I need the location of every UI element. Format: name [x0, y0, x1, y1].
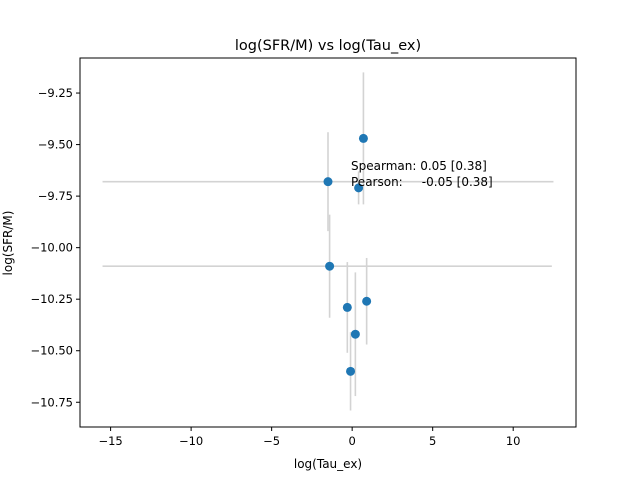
x-tick-label: −15 [98, 434, 122, 448]
y-axis-label: log(SFR/M) [1, 211, 15, 276]
spearman-annotation: Spearman: 0.05 [0.38] [351, 159, 487, 173]
data-point-4 [325, 261, 335, 271]
data-point-5 [342, 302, 352, 312]
data-point-7 [350, 329, 360, 339]
pearson-annotation: Pearson: -0.05 [0.38] [351, 175, 493, 189]
y-tick-label: −9.75 [38, 189, 73, 203]
chart-title: log(SFR/M) vs log(Tau_ex) [235, 38, 421, 54]
x-axis-label: log(Tau_ex) [294, 457, 362, 471]
data-point-1 [358, 133, 368, 143]
y-axis-ticks: −10.75 −10.50 −10.25 −10.00 −9.75 −9.50 −9.25 [30, 86, 80, 409]
data-point-6 [362, 296, 372, 306]
data-point-8 [346, 366, 356, 376]
x-tick-label: 5 [429, 434, 436, 448]
x-tick-label: 0 [348, 434, 355, 448]
x-tick-label: −10 [179, 434, 203, 448]
y-tick-label: −10.75 [30, 395, 73, 409]
y-tick-label: −10.50 [30, 344, 73, 358]
y-tick-label: −9.50 [38, 138, 73, 152]
x-tick-label: 10 [506, 434, 521, 448]
x-axis-ticks: −15 −10 −5 0 5 10 [98, 427, 521, 448]
y-tick-label: −9.25 [38, 86, 73, 100]
x-tick-label: −5 [263, 434, 280, 448]
y-tick-label: −10.00 [30, 241, 73, 255]
y-tick-label: −10.25 [30, 292, 73, 306]
plot-frame [79, 57, 577, 428]
data-point-2 [323, 177, 333, 187]
data-point-3 [354, 183, 364, 193]
marker-layer [323, 133, 372, 376]
